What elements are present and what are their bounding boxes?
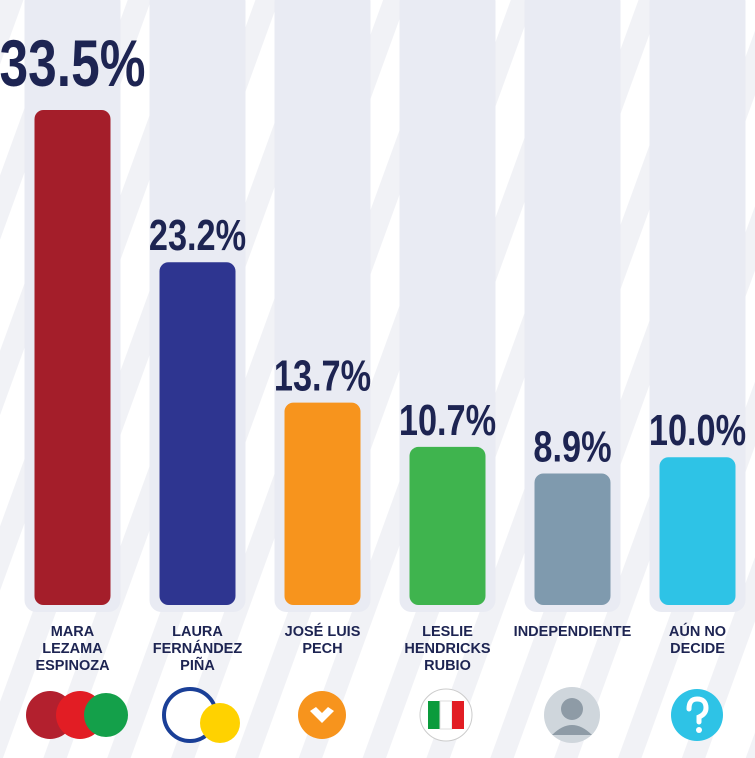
value-label: 13.7% xyxy=(274,352,371,401)
category-slot: LESLIE HENDRICKS RUBIO xyxy=(385,624,510,675)
bar xyxy=(534,473,611,605)
category-label: AÚN NO DECIDE xyxy=(668,624,727,657)
category-slot: AÚN NO DECIDE xyxy=(635,624,755,658)
value-label: 10.0% xyxy=(649,406,746,455)
logo-morena xyxy=(26,691,128,739)
value-label: 10.7% xyxy=(399,396,496,445)
logo-undecided xyxy=(671,689,723,741)
bar xyxy=(409,446,486,605)
bar xyxy=(159,262,236,605)
logo-independiente xyxy=(544,687,600,743)
logo-pri xyxy=(419,688,473,742)
category-label: JOSÉ LUIS PECH xyxy=(284,624,361,657)
bar xyxy=(284,402,361,605)
value-label: 8.9% xyxy=(533,422,611,471)
bar-track xyxy=(524,0,621,612)
value-label: 23.2% xyxy=(149,211,246,260)
category-slot: LAURA FERNÁNDEZ PIÑA xyxy=(135,624,260,675)
logos xyxy=(26,687,723,743)
category-label: INDEPENDIENTE xyxy=(513,624,632,640)
logo-mc xyxy=(298,691,346,739)
category-label: MARA LEZAMA ESPINOZA xyxy=(35,624,110,674)
category-label: LAURA FERNÁNDEZ PIÑA xyxy=(152,624,243,674)
category-slot: INDEPENDIENTE xyxy=(510,624,635,641)
category-label: LESLIE HENDRICKS RUBIO xyxy=(404,624,491,674)
logo-pan xyxy=(162,687,240,743)
bar xyxy=(34,110,111,605)
category-slot: JOSÉ LUIS PECH xyxy=(260,624,385,658)
value-label: 33.5% xyxy=(0,26,145,101)
category-slot: MARA LEZAMA ESPINOZA xyxy=(10,624,135,675)
bar xyxy=(659,457,736,605)
